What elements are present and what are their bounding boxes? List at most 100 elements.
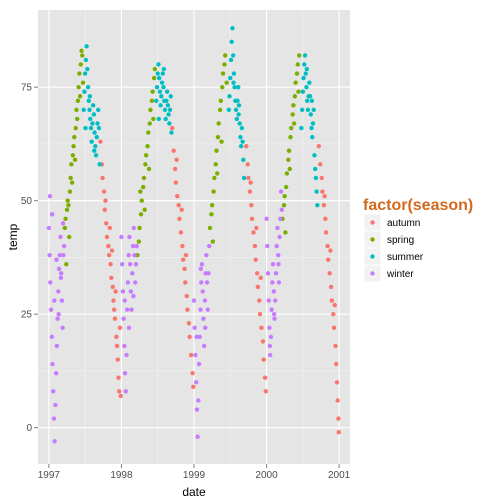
autumn-point bbox=[179, 207, 184, 212]
winter-point bbox=[273, 271, 279, 276]
winter-point bbox=[193, 380, 199, 385]
summer-point bbox=[83, 125, 88, 131]
summer-point bbox=[230, 53, 236, 58]
autumn-point bbox=[180, 243, 185, 249]
summer-point bbox=[84, 44, 89, 49]
x-axis: 1997 1998 1999 2000 2001 bbox=[38, 464, 351, 481]
spring-point bbox=[151, 116, 156, 122]
summer-point bbox=[241, 175, 247, 181]
winter-point bbox=[134, 243, 139, 249]
x-tick-label: 1998 bbox=[110, 470, 133, 481]
autumn-point bbox=[107, 225, 113, 231]
autumn-point bbox=[172, 166, 178, 172]
summer-point bbox=[96, 107, 101, 113]
summer-point bbox=[308, 112, 314, 117]
winter-point bbox=[124, 352, 129, 358]
winter-point bbox=[59, 271, 64, 276]
autumn-point bbox=[321, 203, 327, 208]
autumn-point bbox=[110, 284, 115, 290]
autumn-point bbox=[246, 175, 251, 181]
spring-point bbox=[219, 139, 224, 144]
spring-point bbox=[68, 175, 73, 181]
summer-point bbox=[232, 84, 237, 90]
summer-point bbox=[228, 57, 234, 63]
summer-point bbox=[163, 116, 168, 122]
summer-point bbox=[156, 62, 161, 67]
winter-point bbox=[273, 298, 278, 303]
summer-point bbox=[161, 84, 166, 90]
legend-key-point bbox=[370, 254, 375, 259]
autumn-point bbox=[174, 157, 179, 163]
summer-point bbox=[227, 94, 232, 99]
winter-point bbox=[127, 262, 133, 267]
autumn-point bbox=[259, 325, 264, 330]
spring-point bbox=[142, 207, 147, 212]
summer-point bbox=[96, 125, 102, 131]
legend-label: summer bbox=[387, 252, 424, 263]
spring-point bbox=[137, 225, 142, 231]
y-tick-label: 75 bbox=[21, 83, 33, 94]
legend-item-summer: summer bbox=[363, 247, 424, 266]
summer-point bbox=[95, 121, 100, 126]
spring-point bbox=[220, 71, 226, 76]
autumn-point bbox=[252, 243, 258, 249]
summer-point bbox=[167, 107, 173, 113]
spring-point bbox=[146, 130, 151, 135]
winter-point bbox=[59, 298, 65, 303]
winter-point bbox=[265, 243, 270, 249]
autumn-point bbox=[112, 316, 118, 321]
autumn-point bbox=[251, 230, 256, 235]
summer-point bbox=[156, 75, 162, 81]
spring-point bbox=[148, 107, 153, 113]
winter-point bbox=[130, 243, 136, 249]
spring-point bbox=[77, 94, 83, 99]
autumn-point bbox=[104, 234, 110, 240]
autumn-point bbox=[114, 343, 120, 349]
spring-point bbox=[143, 162, 148, 167]
spring-point bbox=[143, 153, 149, 158]
winter-point bbox=[61, 252, 66, 258]
autumn-point bbox=[188, 352, 194, 358]
winter-point bbox=[269, 307, 274, 312]
summer-point bbox=[97, 162, 102, 167]
autumn-point bbox=[318, 162, 323, 167]
autumn-point bbox=[322, 193, 327, 199]
spring-point bbox=[224, 80, 229, 85]
y-axis: 0 25 50 75 bbox=[21, 83, 38, 434]
series-winter bbox=[46, 189, 284, 444]
winter-point bbox=[278, 216, 283, 222]
summer-point bbox=[91, 112, 97, 117]
spring-point bbox=[151, 75, 157, 81]
winter-point bbox=[267, 343, 273, 349]
legend-key-point bbox=[370, 237, 375, 242]
autumn-point bbox=[254, 225, 259, 231]
winter-point bbox=[270, 262, 276, 267]
winter-point bbox=[49, 212, 55, 217]
winter-point bbox=[52, 298, 57, 303]
spring-point bbox=[286, 157, 291, 163]
spring-point bbox=[286, 148, 292, 153]
summer-point bbox=[229, 39, 234, 44]
spring-point bbox=[283, 230, 288, 235]
summer-point bbox=[93, 153, 99, 158]
spring-point bbox=[216, 121, 221, 126]
autumn-point bbox=[260, 339, 266, 344]
autumn-point bbox=[255, 284, 261, 290]
winter-point bbox=[57, 252, 62, 258]
autumn-point bbox=[182, 266, 187, 271]
summer-point bbox=[169, 130, 174, 135]
spring-point bbox=[215, 171, 220, 176]
summer-point bbox=[159, 80, 165, 85]
winter-point bbox=[132, 252, 137, 258]
winter-point bbox=[202, 298, 208, 303]
winter-point bbox=[207, 243, 212, 249]
spring-point bbox=[292, 94, 298, 99]
summer-point bbox=[94, 134, 99, 140]
spring-point bbox=[218, 98, 224, 104]
winter-point bbox=[126, 252, 131, 258]
winter-point bbox=[264, 216, 269, 222]
autumn-point bbox=[106, 252, 112, 258]
spring-point bbox=[74, 107, 79, 113]
summer-point bbox=[92, 148, 97, 153]
